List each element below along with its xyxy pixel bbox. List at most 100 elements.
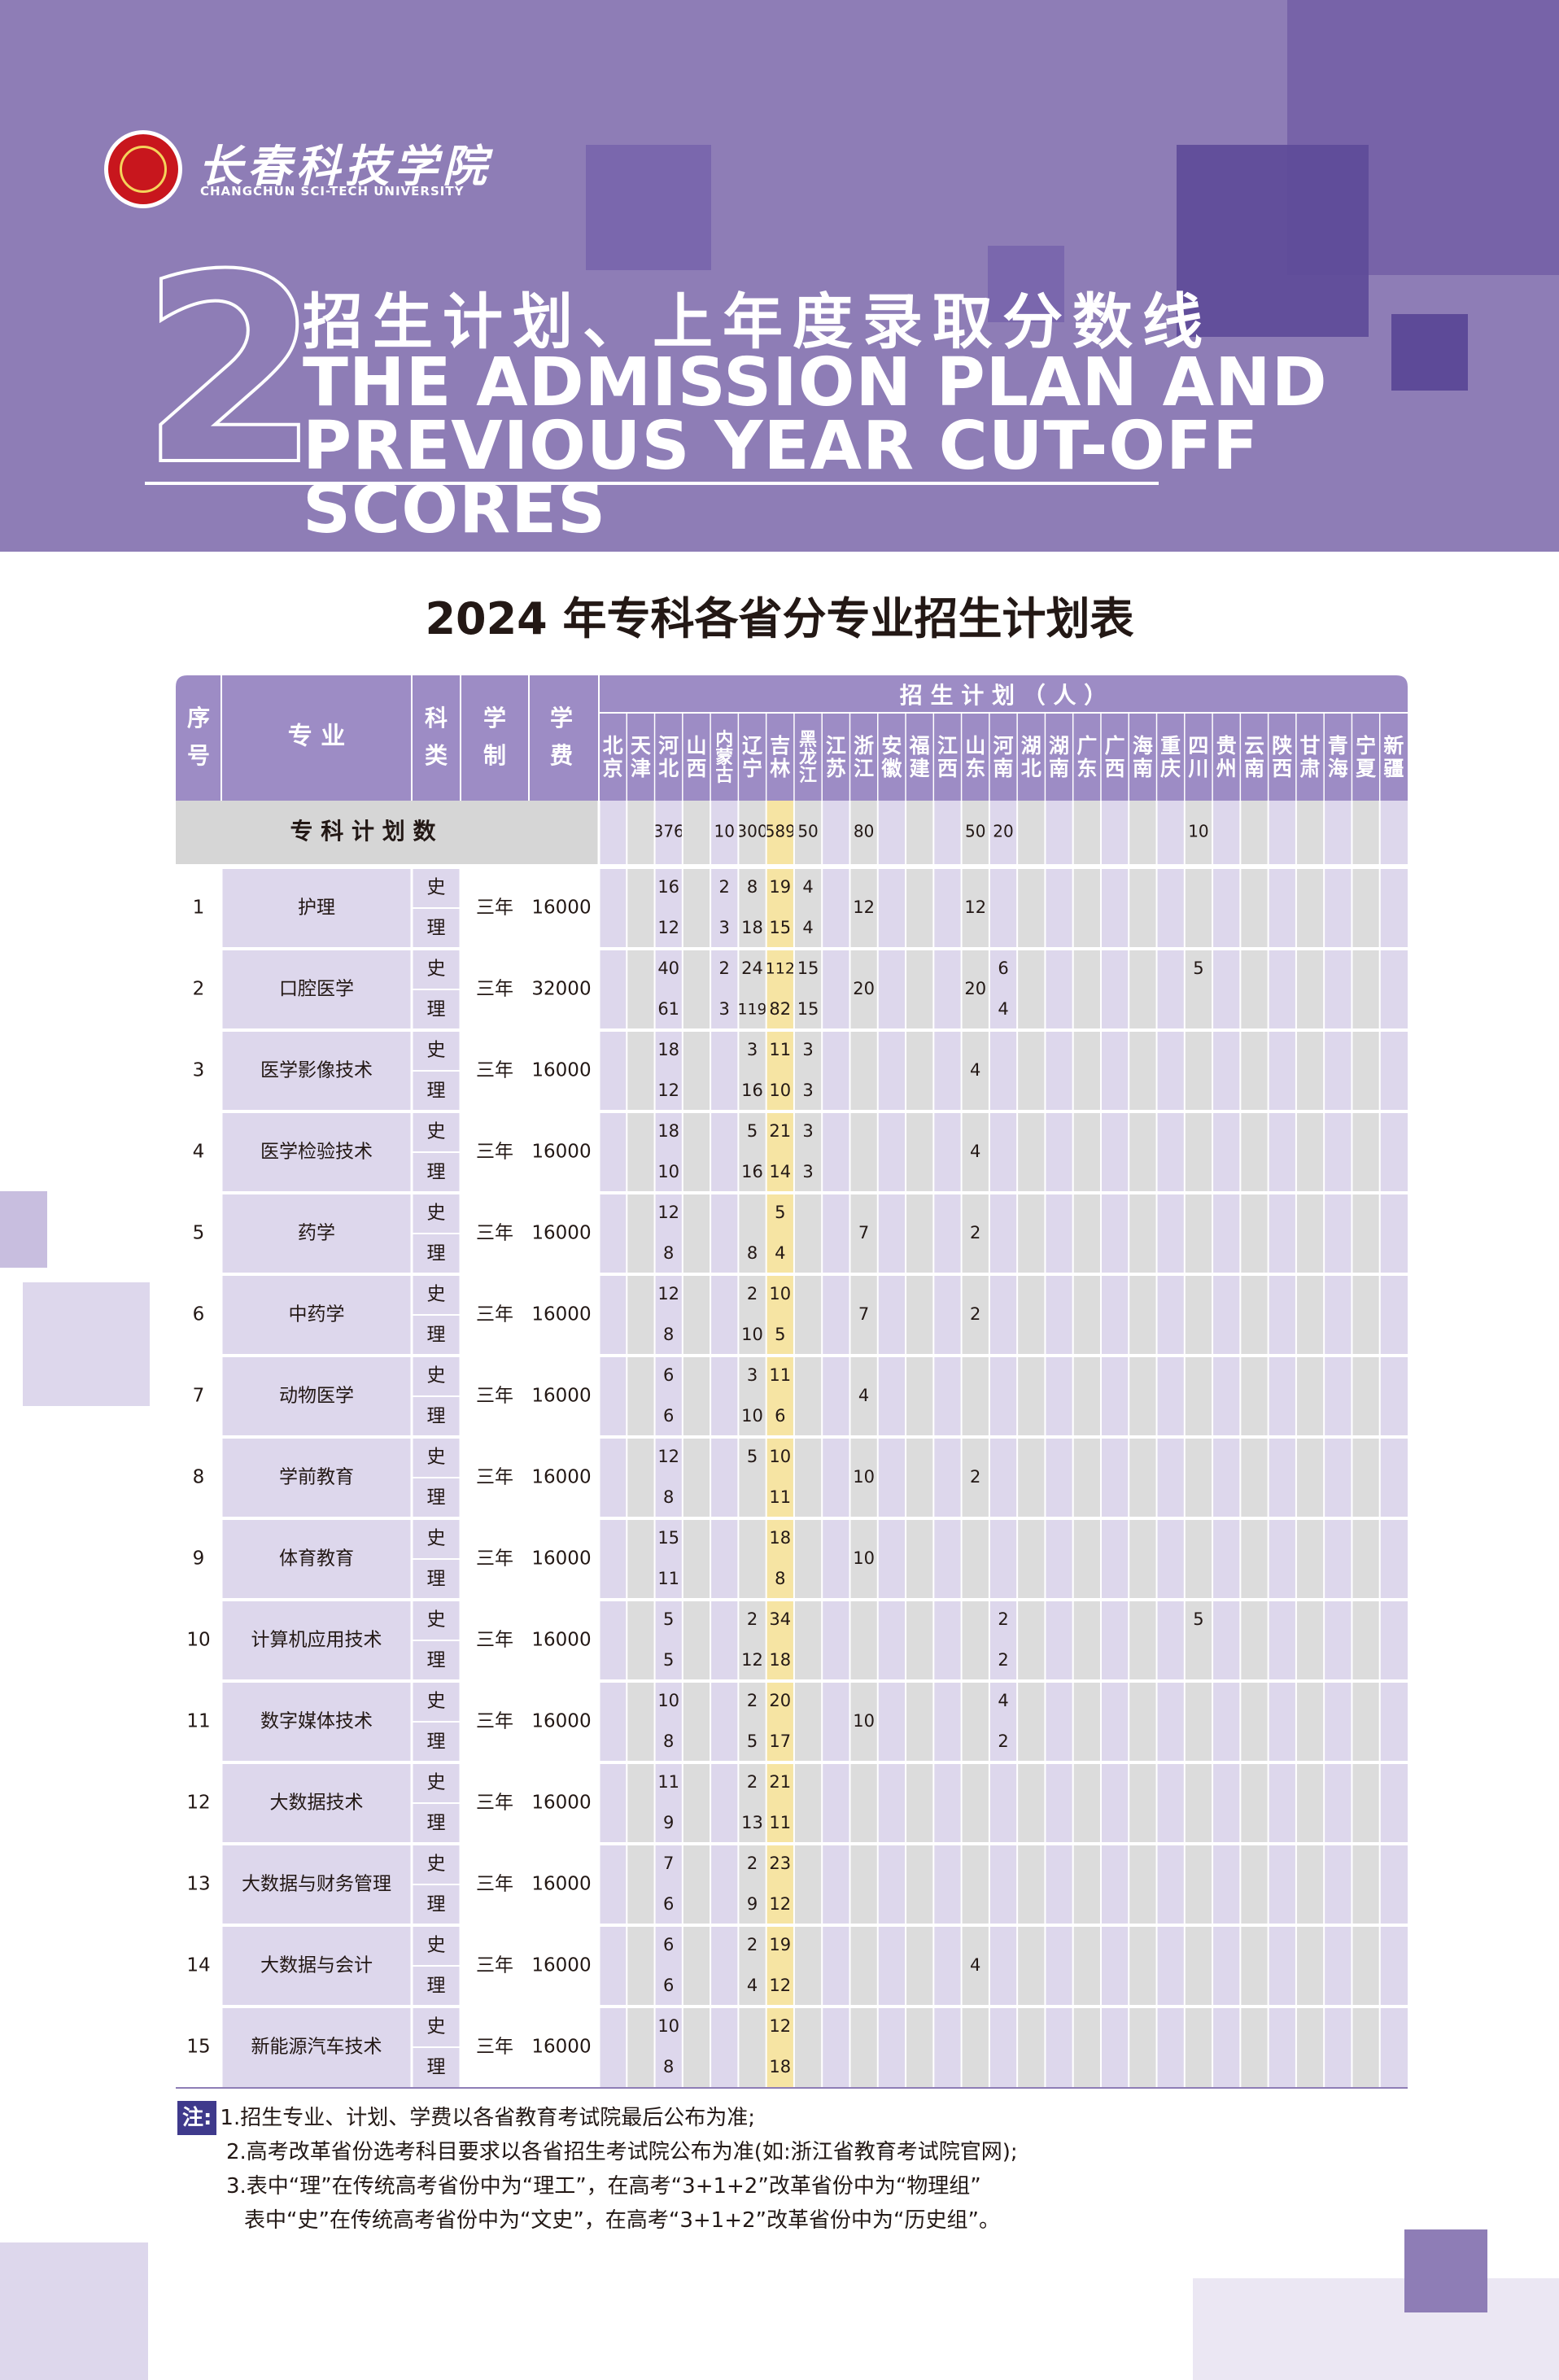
province-column-bg	[906, 801, 934, 2088]
province-column-bg	[849, 801, 878, 2088]
row-fee: 16000	[531, 1142, 591, 1163]
province-header-14: 河	[993, 734, 1013, 758]
row-seq: 6	[193, 1304, 205, 1325]
province-column-bg	[1129, 801, 1157, 2088]
decor-square	[0, 1191, 47, 1268]
cell-li-6: 11	[769, 1487, 791, 1507]
province-header-2: 河	[658, 734, 679, 758]
row-category-li: 理	[427, 2057, 446, 2078]
province-column-bg	[627, 801, 655, 2088]
cell-shi-2: 6	[663, 1365, 674, 1385]
row-seq: 3	[193, 1060, 205, 1081]
province-column-bg	[1295, 801, 1325, 2088]
row-category-li: 理	[427, 1894, 446, 1915]
province-header-18: 广	[1105, 734, 1125, 758]
province-header-4: 古	[715, 765, 733, 786]
cell-shi-7: 3	[802, 1121, 813, 1141]
cell-shi-5: 2	[747, 1935, 758, 1954]
row-seq: 8	[193, 1467, 205, 1488]
cell-shi-4: 2	[719, 877, 730, 897]
province-header-24: 西	[1272, 757, 1292, 780]
header-plan: 招 生 计 划 （ 人 ）	[900, 682, 1107, 709]
province-header-20: 庆	[1160, 757, 1181, 780]
province-header-1: 津	[631, 757, 651, 780]
cell-shi-2: 18	[657, 1121, 679, 1141]
row-seq: 1	[193, 897, 205, 919]
row-major: 学前教育	[279, 1467, 354, 1488]
row-category-li: 理	[427, 1162, 446, 1183]
province-header-10: 徽	[880, 757, 902, 780]
cell-shi-7: 4	[802, 877, 813, 897]
cell-li-2: 9	[663, 1813, 674, 1832]
header-major: 专 业	[288, 723, 345, 751]
cell-shi-6: 21	[769, 1121, 791, 1141]
cell-shi-5: 8	[747, 877, 758, 897]
row-category-li: 理	[427, 1406, 446, 1427]
cell-li-2: 12	[657, 1081, 679, 1100]
province-header-13: 山	[965, 734, 985, 758]
province-column-bg	[961, 801, 989, 2088]
province-column-bg	[1212, 801, 1241, 2088]
cell-li-6: 15	[769, 918, 791, 937]
cell-li-2: 6	[663, 1406, 674, 1426]
row-major: 新能源汽车技术	[251, 2037, 382, 2058]
province-column-bg	[1184, 801, 1213, 2088]
province-column-bg	[1240, 801, 1269, 2088]
row-duration: 三年	[476, 1630, 513, 1651]
total-label: 专 科 计 划 数	[290, 818, 437, 845]
cell-shi-2: 10	[657, 1691, 679, 1710]
row-major: 口腔医学	[279, 979, 354, 1000]
row-duration: 三年	[476, 1793, 513, 1814]
province-header-28: 新	[1383, 734, 1404, 758]
cell-li-2: 8	[663, 1732, 674, 1751]
cell-shi-6: 112	[766, 960, 795, 978]
cell-li-2: 8	[663, 2057, 674, 2076]
cell-shi-2: 16	[657, 877, 679, 897]
province-column-bg	[1017, 801, 1046, 2088]
province-column-bg	[766, 801, 794, 2088]
province-column-bg	[599, 801, 627, 2088]
row-duration: 三年	[476, 979, 513, 1000]
province-header-4: 蒙	[715, 748, 733, 768]
row-seq: 14	[186, 1955, 210, 1976]
decor-square	[1177, 145, 1369, 337]
province-header-18: 西	[1105, 757, 1125, 780]
header-seq: 序	[187, 705, 210, 731]
province-column-bg	[1379, 801, 1408, 2088]
cell-li-5: 9	[747, 1894, 758, 1914]
cell-shi-6: 21	[769, 1772, 791, 1792]
row-category-li: 理	[427, 1732, 446, 1753]
header-category: 类	[425, 742, 448, 769]
decor-square	[1404, 2229, 1487, 2312]
cell-li-2: 11	[657, 1569, 679, 1588]
cell-li-14: 2	[998, 1732, 1008, 1751]
row-seq: 10	[186, 1630, 210, 1651]
cell-li-2: 6	[663, 1894, 674, 1914]
province-header-0: 京	[603, 757, 623, 780]
table-header-bg	[176, 675, 1408, 801]
cell-li-14: 2	[998, 1650, 1008, 1670]
cell-merged-9: 20	[853, 979, 875, 998]
cell-shi-14: 4	[998, 1691, 1008, 1710]
cell-li-6: 10	[769, 1081, 791, 1100]
province-header-27: 夏	[1356, 757, 1377, 780]
row-fee: 16000	[531, 897, 591, 919]
header-duration: 学	[483, 705, 506, 731]
province-column-bg	[1324, 801, 1352, 2088]
cell-merged-13: 2	[970, 1223, 980, 1242]
notes: 注: 1.招生专业、计划、学费以各省教育考试院最后公布为准; 2.高考改革省份选考…	[177, 2101, 1018, 2238]
table-title: 2024 年专科各省分专业招生计划表	[425, 593, 1134, 644]
row-seq: 5	[193, 1223, 205, 1244]
cell-li-2: 61	[657, 999, 679, 1019]
row-duration: 三年	[476, 1955, 513, 1976]
cell-li-6: 6	[775, 1406, 785, 1426]
header-seq: 号	[187, 742, 210, 769]
cell-li-5: 12	[741, 1650, 763, 1670]
cell-li-6: 82	[769, 999, 791, 1019]
province-header-7: 龙	[799, 748, 817, 768]
cell-li-14: 4	[998, 999, 1008, 1019]
cell-merged-13: 2	[970, 1304, 980, 1324]
row-fee: 32000	[531, 979, 591, 1000]
row-seq: 2	[193, 979, 205, 1000]
